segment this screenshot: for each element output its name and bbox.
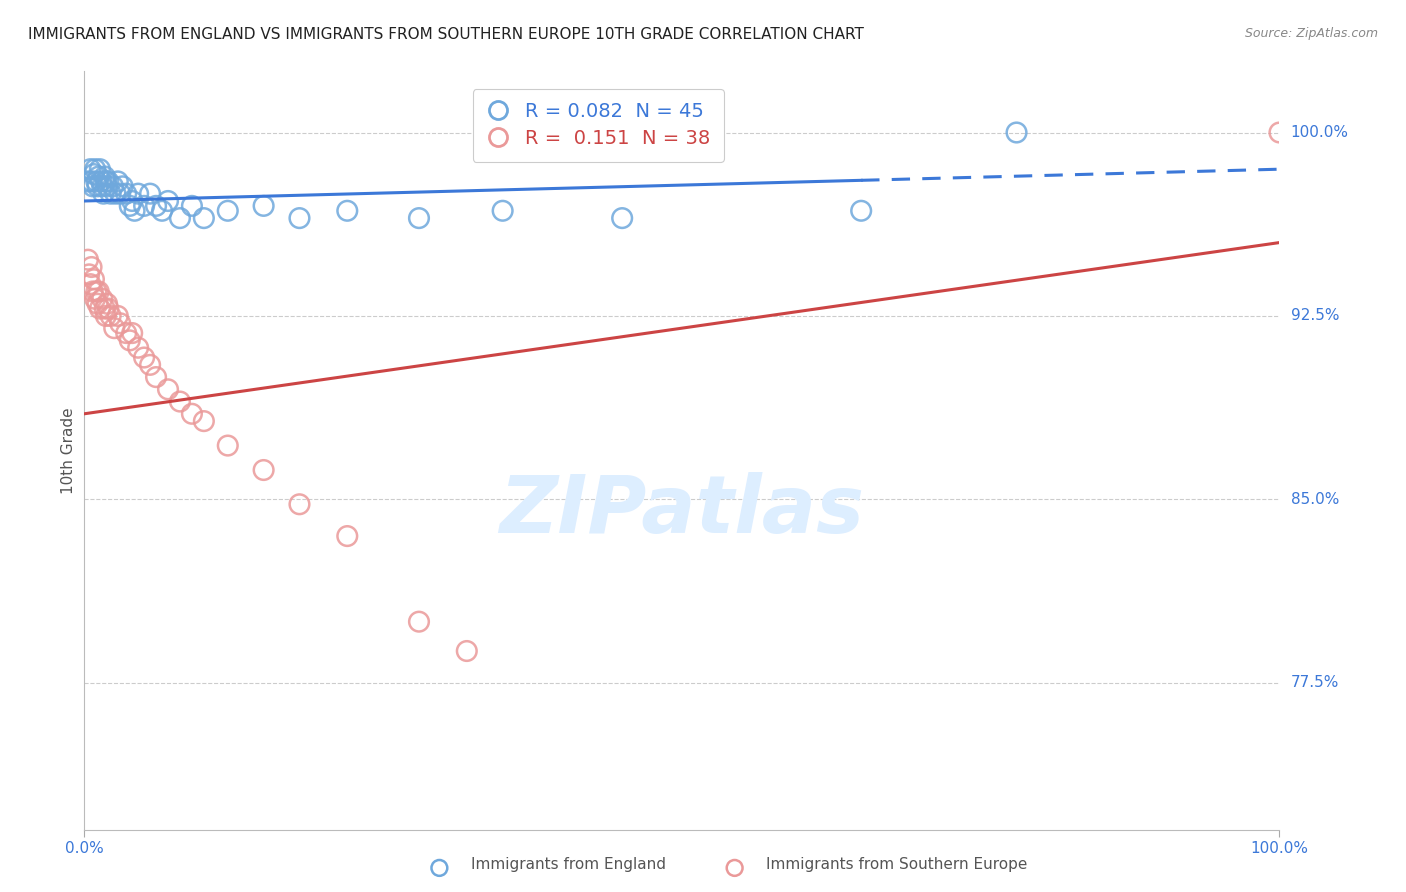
Point bbox=[87, 169, 110, 184]
Point bbox=[82, 179, 104, 194]
Text: Immigrants from England: Immigrants from England bbox=[471, 857, 666, 872]
Point bbox=[336, 203, 359, 218]
Point bbox=[82, 285, 104, 299]
Point bbox=[110, 186, 132, 201]
Point bbox=[118, 334, 141, 348]
Point bbox=[107, 309, 129, 323]
Point bbox=[77, 252, 100, 267]
Point bbox=[80, 174, 103, 188]
Point bbox=[79, 162, 101, 177]
Text: 100.0%: 100.0% bbox=[1291, 125, 1348, 140]
Point bbox=[150, 203, 173, 218]
Point bbox=[217, 203, 239, 218]
Point bbox=[86, 174, 108, 188]
Text: 77.5%: 77.5% bbox=[1291, 675, 1339, 690]
Point bbox=[118, 199, 141, 213]
Text: Source: ZipAtlas.com: Source: ZipAtlas.com bbox=[1244, 27, 1378, 40]
Point bbox=[91, 179, 114, 194]
Point bbox=[408, 615, 430, 629]
Point bbox=[94, 309, 117, 323]
Point bbox=[127, 341, 149, 355]
Point bbox=[94, 174, 117, 188]
Text: 85.0%: 85.0% bbox=[1291, 491, 1339, 507]
Point bbox=[124, 203, 146, 218]
Point bbox=[492, 203, 515, 218]
Legend: R = 0.082  N = 45, R =  0.151  N = 38: R = 0.082 N = 45, R = 0.151 N = 38 bbox=[472, 88, 724, 161]
Point bbox=[253, 463, 276, 477]
Point bbox=[101, 179, 124, 194]
Text: IMMIGRANTS FROM ENGLAND VS IMMIGRANTS FROM SOUTHERN EUROPE 10TH GRADE CORRELATIO: IMMIGRANTS FROM ENGLAND VS IMMIGRANTS FR… bbox=[28, 27, 865, 42]
Point bbox=[723, 861, 745, 875]
Point bbox=[145, 199, 167, 213]
Point bbox=[80, 260, 103, 274]
Point bbox=[456, 644, 478, 658]
Point bbox=[97, 301, 120, 316]
Point bbox=[408, 211, 430, 226]
Point bbox=[97, 174, 120, 188]
Point bbox=[96, 179, 118, 194]
Point bbox=[93, 186, 115, 201]
Point bbox=[90, 174, 112, 188]
Text: 92.5%: 92.5% bbox=[1291, 309, 1339, 324]
Point bbox=[851, 203, 873, 218]
Point bbox=[1268, 126, 1291, 140]
Point bbox=[110, 316, 132, 330]
Point bbox=[181, 407, 204, 421]
Point bbox=[157, 382, 180, 396]
Point bbox=[157, 194, 180, 208]
Point bbox=[169, 394, 191, 409]
Point bbox=[87, 285, 110, 299]
Point bbox=[96, 296, 118, 310]
Text: Immigrants from Southern Europe: Immigrants from Southern Europe bbox=[766, 857, 1028, 872]
Point bbox=[77, 174, 100, 188]
Point bbox=[132, 199, 156, 213]
Point bbox=[193, 211, 215, 226]
Point bbox=[79, 277, 101, 292]
Point bbox=[86, 285, 108, 299]
Point bbox=[83, 272, 105, 286]
Point bbox=[100, 309, 122, 323]
Point bbox=[217, 439, 239, 453]
Point bbox=[121, 326, 143, 340]
Point bbox=[253, 199, 276, 213]
Point bbox=[612, 211, 634, 226]
Point bbox=[83, 167, 105, 181]
Point bbox=[93, 301, 115, 316]
Point bbox=[91, 292, 114, 306]
Point bbox=[145, 370, 167, 384]
Point bbox=[139, 186, 162, 201]
Point bbox=[111, 179, 134, 194]
Point bbox=[181, 199, 204, 213]
Point bbox=[121, 194, 143, 208]
Point bbox=[288, 497, 311, 511]
Point bbox=[89, 162, 111, 177]
Point bbox=[86, 296, 108, 310]
Point bbox=[104, 186, 127, 201]
Point bbox=[193, 414, 215, 428]
Y-axis label: 10th Grade: 10th Grade bbox=[60, 407, 76, 494]
Text: ZIPatlas: ZIPatlas bbox=[499, 472, 865, 550]
Point bbox=[132, 351, 156, 365]
Point bbox=[86, 179, 108, 194]
Point bbox=[288, 211, 311, 226]
Point bbox=[1005, 126, 1028, 140]
Point bbox=[115, 326, 138, 340]
Point bbox=[77, 268, 100, 282]
Point bbox=[89, 301, 111, 316]
Point bbox=[100, 186, 122, 201]
Point bbox=[139, 358, 162, 372]
Point bbox=[107, 174, 129, 188]
Point bbox=[336, 529, 359, 543]
Point bbox=[127, 186, 149, 201]
Point bbox=[169, 211, 191, 226]
Point bbox=[115, 186, 138, 201]
Point bbox=[103, 321, 125, 335]
Point bbox=[84, 292, 107, 306]
Point bbox=[84, 162, 107, 177]
Point bbox=[427, 861, 450, 875]
Point bbox=[93, 169, 115, 184]
